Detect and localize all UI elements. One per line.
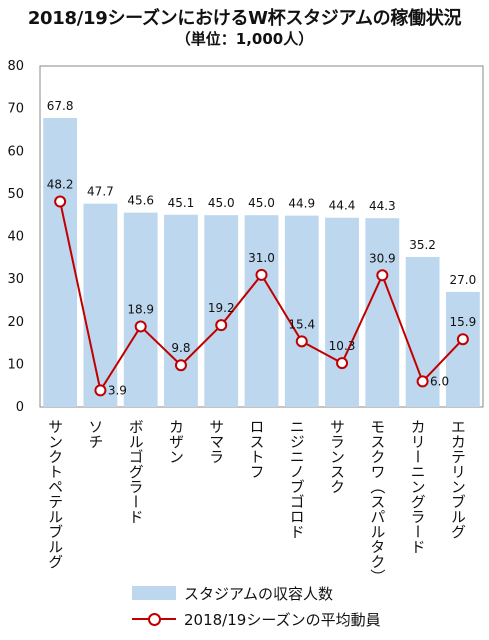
y-tick-label: 80 (7, 59, 24, 74)
bar-data-label: 44.9 (288, 197, 315, 211)
bar-data-label: 45.6 (127, 194, 154, 208)
x-tick-label: エカテリンブルグ (449, 419, 467, 539)
x-tick-label: サンクトペテルブルグ (46, 419, 64, 569)
line-data-label: 18.9 (127, 302, 154, 316)
line-data-label: 31.0 (248, 251, 275, 265)
legend-swatch-line (132, 612, 176, 626)
bar-data-label: 47.7 (87, 185, 114, 199)
attendance-marker (336, 357, 349, 370)
attendance-marker (456, 333, 469, 346)
x-tick-label: カザン (167, 419, 185, 464)
y-tick-label: 40 (7, 230, 24, 245)
y-tick-label: 30 (7, 272, 24, 287)
bar-data-label: 35.2 (409, 238, 436, 252)
chart-title: 2018/19シーズンにおけるW杯スタジアムの稼働状況 (27, 8, 462, 29)
x-tick-label: ニジニノブゴロド (288, 419, 306, 539)
y-tick-label: 70 (7, 102, 24, 117)
attendance-marker (376, 269, 389, 282)
line-data-label: 48.2 (47, 178, 74, 192)
bar-data-label: 44.3 (369, 199, 396, 213)
bar (43, 118, 78, 407)
x-tick-label: ボルゴグラード (127, 419, 145, 524)
x-tick-label: ロストフ (248, 419, 266, 479)
bar (83, 203, 118, 407)
bar (284, 215, 319, 407)
legend-item-attendance: 2018/19シーズンの平均動員 (132, 606, 381, 632)
attendance-marker (255, 268, 268, 281)
legend: スタジアムの収容人数 2018/19シーズンの平均動員 (132, 580, 381, 632)
bar-data-label: 67.8 (47, 99, 74, 113)
attendance-marker (134, 320, 147, 333)
bar (123, 212, 158, 407)
bar (244, 215, 279, 407)
bar (445, 291, 480, 407)
bar-data-label: 45.1 (168, 196, 195, 210)
x-tick-label: サマラ (207, 419, 225, 464)
line-data-label: 10.3 (329, 339, 356, 353)
chart-subtitle: （単位：1,000人） (175, 30, 314, 48)
legend-swatch-bar (132, 586, 176, 600)
bar-data-label: 44.4 (329, 199, 356, 213)
line-data-label: 19.2 (208, 301, 235, 315)
attendance-marker (174, 359, 187, 372)
line-data-label: 15.9 (450, 315, 477, 329)
line-data-label: 6.0 (430, 374, 449, 388)
bar (164, 214, 198, 407)
line-data-label: 3.9 (108, 383, 127, 397)
bar (365, 218, 400, 407)
chart: 0 10 20 30 40 50 60 70 80 67.8 47.7 45.6 45.1 45.0 45.… (7, 59, 484, 580)
bar (325, 217, 359, 407)
x-tick-label: カリーニングラード (409, 419, 427, 554)
attendance-marker (215, 319, 228, 332)
attendance-marker (54, 195, 67, 208)
attendance-marker (94, 384, 107, 397)
legend-item-capacity: スタジアムの収容人数 (132, 580, 381, 606)
bar-data-label: 27.0 (450, 273, 477, 287)
bar-data-label: 45.0 (248, 196, 275, 210)
legend-label-capacity: スタジアムの収容人数 (184, 584, 333, 603)
legend-label-attendance: 2018/19シーズンの平均動員 (184, 610, 381, 629)
x-tick-label: モスクワ（スパルタク） (368, 419, 386, 580)
bar-data-label: 45.0 (208, 196, 235, 210)
line-data-label: 30.9 (369, 251, 396, 265)
attendance-marker (416, 375, 429, 388)
attendance-marker (295, 335, 308, 348)
line-data-label: 15.4 (288, 317, 315, 331)
y-tick-label: 20 (7, 315, 24, 330)
y-tick-label: 10 (7, 357, 24, 372)
line-data-label: 9.8 (171, 341, 190, 355)
y-tick-label: 60 (7, 144, 24, 159)
x-tick-label: ソチ (86, 419, 104, 449)
y-tick-label: 50 (7, 187, 24, 202)
y-tick-label: 0 (16, 400, 24, 415)
x-tick-label: サランスク (328, 419, 346, 494)
